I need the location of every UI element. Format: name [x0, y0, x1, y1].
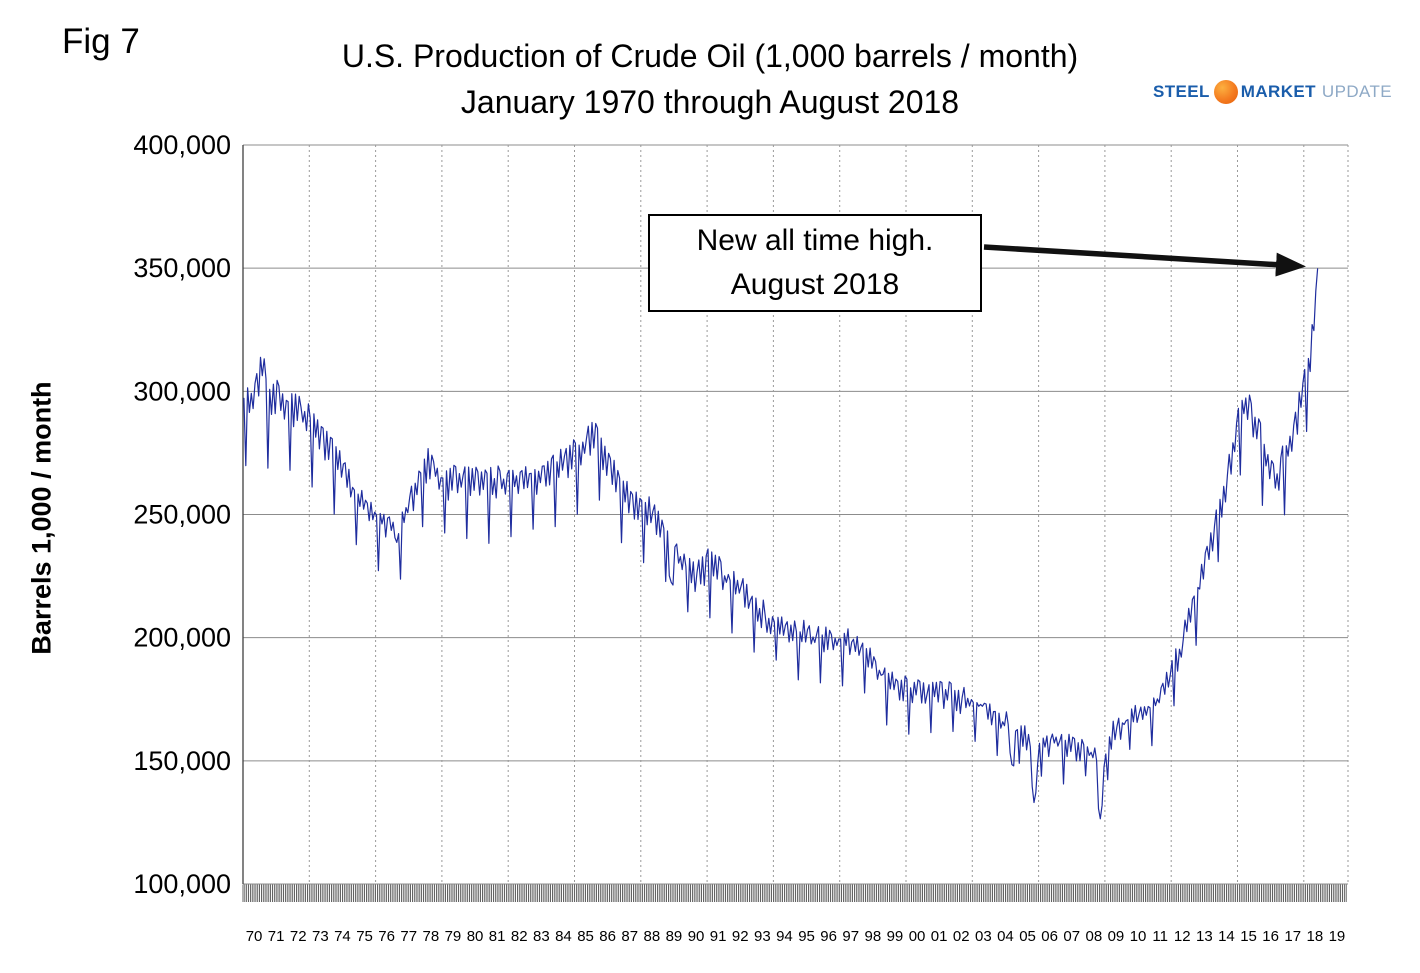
- annotation-callout: New all time high. August 2018: [648, 214, 982, 312]
- x-tick-label: 93: [754, 928, 771, 945]
- y-tick-label: 200,000: [133, 623, 231, 653]
- y-tick-label: 350,000: [133, 253, 231, 283]
- x-tick-label: 98: [865, 928, 882, 945]
- y-tick-label: 150,000: [133, 746, 231, 776]
- x-tick-label: 01: [931, 928, 948, 945]
- x-tick-label: 99: [887, 928, 904, 945]
- logo-word-steel: STEEL: [1152, 82, 1210, 101]
- x-tick-label: 77: [400, 928, 417, 945]
- annotation-line2: August 2018: [730, 268, 900, 301]
- x-tick-label: 10: [1130, 928, 1147, 945]
- x-tick-label: 18: [1307, 928, 1324, 945]
- x-tick-label: 91: [710, 928, 727, 945]
- x-tick-label: 82: [511, 928, 528, 945]
- y-tick-labels: 100,000 150,000 200,000 250,000 300,000 350,0…: [133, 130, 231, 899]
- x-tick-label: 08: [1086, 928, 1103, 945]
- x-tick-label: 72: [290, 928, 307, 945]
- x-tick-label: 90: [688, 928, 705, 945]
- x-tick-label: 19: [1329, 928, 1346, 945]
- x-tick-label: 06: [1041, 928, 1058, 945]
- x-tick-label: 71: [268, 928, 285, 945]
- x-tick-label: 97: [842, 928, 859, 945]
- month-tick-band: [242, 884, 1347, 902]
- x-tick-label: 73: [312, 928, 329, 945]
- logo-word-market: MARKET: [1240, 82, 1316, 101]
- x-tick-label: 76: [378, 928, 395, 945]
- x-tick-label: 04: [997, 928, 1014, 945]
- figure-number: Fig 7: [62, 22, 140, 61]
- x-tick-label: 94: [776, 928, 793, 945]
- x-tick-label: 80: [467, 928, 484, 945]
- x-tick-label: 75: [356, 928, 373, 945]
- x-tick-label: 95: [798, 928, 815, 945]
- x-tick-label: 79: [445, 928, 462, 945]
- x-tick-labels: 70 71 72 73 74 75 76 77 78 79 80 81 82 83 84 85 86 87 88 89…: [246, 928, 1346, 945]
- x-tick-label: 00: [909, 928, 926, 945]
- steel-market-update-logo: STEEL MARKET UPDATE: [1153, 80, 1392, 104]
- x-tick-label: 70: [246, 928, 263, 945]
- chart-title-line2: January 1970 through August 2018: [460, 84, 960, 120]
- x-tick-label: 05: [1019, 928, 1036, 945]
- y-tick-label: 400,000: [133, 130, 231, 160]
- gridlines: [242, 144, 1349, 885]
- x-tick-label: 07: [1063, 928, 1080, 945]
- x-tick-label: 09: [1108, 928, 1125, 945]
- x-tick-label: 88: [644, 928, 661, 945]
- x-tick-label: 81: [489, 928, 506, 945]
- x-tick-label: 89: [666, 928, 683, 945]
- x-tick-label: 85: [577, 928, 594, 945]
- logo-word-update: UPDATE: [1321, 82, 1392, 101]
- y-tick-label: 100,000: [133, 869, 231, 899]
- x-tick-label: 03: [975, 928, 992, 945]
- x-tick-label: 84: [555, 928, 572, 945]
- x-tick-label: 83: [533, 928, 550, 945]
- y-tick-label: 250,000: [133, 500, 231, 530]
- x-tick-label: 13: [1196, 928, 1213, 945]
- y-tick-label: 300,000: [133, 376, 231, 406]
- chart-title-line1: U.S. Production of Crude Oil (1,000 barr…: [341, 38, 1079, 74]
- x-tick-label: 74: [334, 928, 351, 945]
- x-tick-label: 02: [953, 928, 970, 945]
- x-tick-label: 11: [1152, 928, 1168, 945]
- x-tick-label: 16: [1262, 928, 1279, 945]
- x-tick-label: 78: [423, 928, 440, 945]
- x-tick-label: 92: [732, 928, 749, 945]
- x-tick-label: 17: [1284, 928, 1301, 945]
- x-tick-label: 87: [621, 928, 638, 945]
- production-series-line: [243, 268, 1319, 820]
- x-tick-label: 96: [820, 928, 837, 945]
- x-tick-label: 86: [599, 928, 616, 945]
- x-tick-label: 14: [1218, 928, 1235, 945]
- x-tick-label: 12: [1174, 928, 1191, 945]
- logo-swoosh-icon: [1213, 80, 1238, 104]
- annotation-line1: New all time high.: [696, 224, 934, 257]
- x-tick-label: 15: [1240, 928, 1257, 945]
